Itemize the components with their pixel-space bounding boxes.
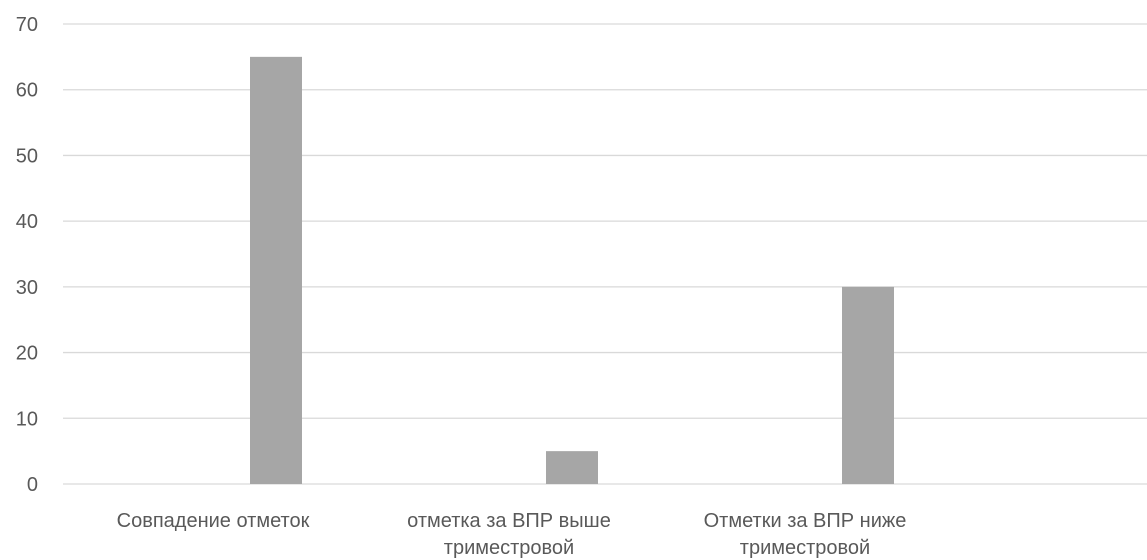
bar-1 [250, 56, 302, 484]
category-label-line: Отметки за ВПР ниже [704, 510, 907, 532]
bars [250, 56, 894, 484]
y-tick-label: 60 [16, 80, 38, 102]
y-tick-label: 40 [16, 211, 38, 233]
category-label: отметка за ВПР выше триместровой [407, 510, 611, 559]
y-tick-label: 10 [16, 408, 38, 430]
y-axis-tick-labels: 0 10 20 30 40 50 60 70 [16, 14, 38, 496]
y-tick-label: 20 [16, 343, 38, 365]
y-tick-label: 30 [16, 277, 38, 299]
category-label: Отметки за ВПР ниже триместровой [704, 510, 907, 559]
bar-3 [842, 286, 894, 484]
bar-2 [546, 451, 598, 484]
category-label-line: отметка за ВПР выше [407, 510, 611, 532]
category-label-line: Совпадение отметок [117, 510, 310, 532]
category-label: Совпадение отметок [117, 510, 310, 532]
category-label-line: триместровой [444, 537, 574, 559]
category-label-line: триместровой [740, 537, 870, 559]
gridlines [63, 23, 1147, 485]
y-tick-label: 0 [27, 474, 38, 496]
y-tick-label: 50 [16, 145, 38, 167]
y-tick-label: 70 [16, 14, 38, 36]
x-axis-category-labels: Совпадение отметок отметка за ВПР выше три… [117, 510, 907, 559]
